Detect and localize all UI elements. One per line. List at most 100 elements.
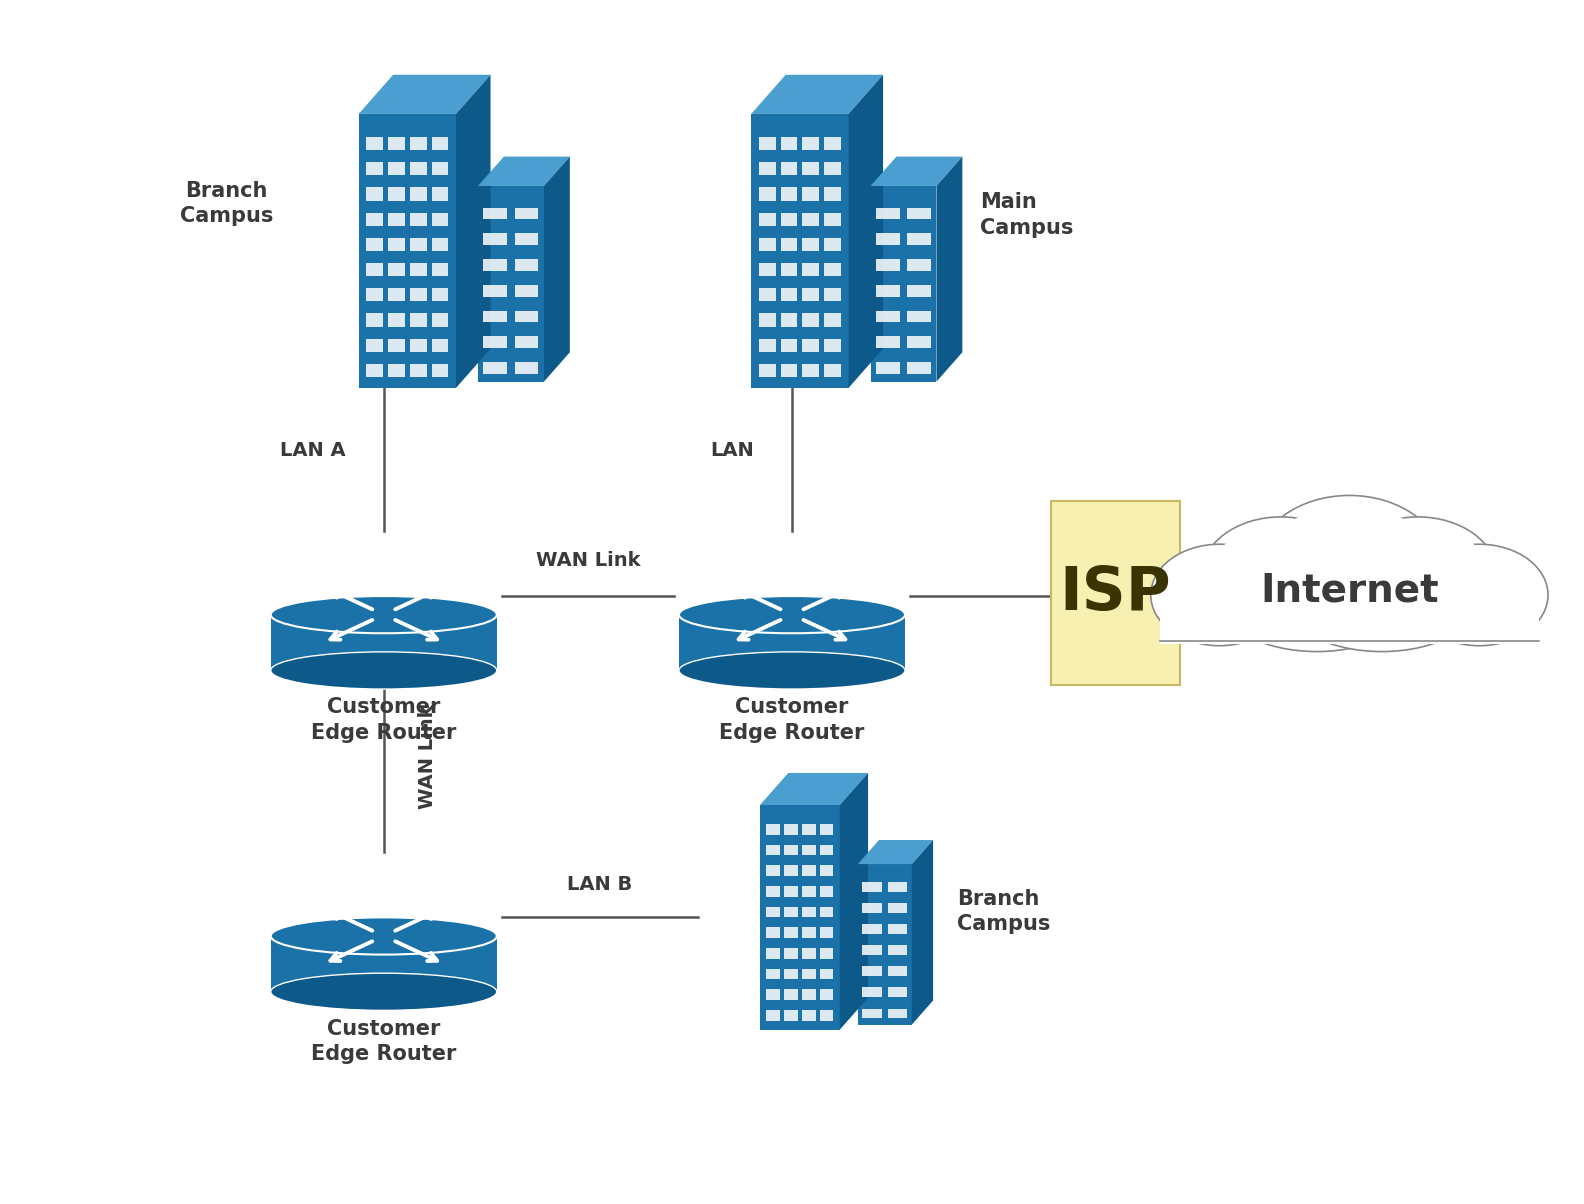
Polygon shape bbox=[388, 313, 406, 326]
Polygon shape bbox=[759, 338, 776, 352]
Polygon shape bbox=[388, 338, 406, 352]
Polygon shape bbox=[824, 213, 841, 225]
Polygon shape bbox=[759, 188, 776, 201]
Ellipse shape bbox=[1293, 545, 1472, 645]
Polygon shape bbox=[478, 185, 543, 382]
Ellipse shape bbox=[680, 651, 904, 689]
Polygon shape bbox=[388, 364, 406, 377]
Polygon shape bbox=[824, 188, 841, 201]
Text: LAN: LAN bbox=[711, 441, 754, 460]
Polygon shape bbox=[410, 237, 426, 250]
Polygon shape bbox=[388, 262, 406, 276]
Polygon shape bbox=[862, 925, 882, 934]
Polygon shape bbox=[456, 75, 491, 388]
Text: Customer
Edge Router: Customer Edge Router bbox=[719, 697, 865, 743]
Polygon shape bbox=[908, 285, 931, 296]
Polygon shape bbox=[802, 927, 816, 938]
Polygon shape bbox=[1159, 600, 1540, 644]
Polygon shape bbox=[784, 968, 798, 979]
Polygon shape bbox=[680, 615, 904, 671]
Polygon shape bbox=[388, 163, 406, 176]
Ellipse shape bbox=[1419, 550, 1540, 639]
Polygon shape bbox=[366, 288, 383, 301]
Ellipse shape bbox=[1159, 550, 1280, 639]
Polygon shape bbox=[431, 364, 448, 377]
Polygon shape bbox=[876, 362, 900, 374]
Text: WAN Link: WAN Link bbox=[535, 551, 640, 569]
Text: ISP: ISP bbox=[1060, 563, 1171, 622]
Polygon shape bbox=[803, 213, 819, 225]
Polygon shape bbox=[781, 313, 797, 326]
Polygon shape bbox=[819, 948, 833, 958]
Polygon shape bbox=[271, 615, 497, 671]
Polygon shape bbox=[803, 364, 819, 377]
Polygon shape bbox=[802, 948, 816, 958]
Polygon shape bbox=[802, 866, 816, 877]
Polygon shape bbox=[410, 262, 426, 276]
Polygon shape bbox=[824, 163, 841, 176]
Polygon shape bbox=[862, 881, 882, 891]
Polygon shape bbox=[819, 968, 833, 979]
Polygon shape bbox=[803, 338, 819, 352]
Polygon shape bbox=[410, 313, 426, 326]
Polygon shape bbox=[781, 213, 797, 225]
Polygon shape bbox=[751, 75, 882, 114]
Polygon shape bbox=[410, 213, 426, 225]
Polygon shape bbox=[515, 285, 539, 296]
Polygon shape bbox=[784, 927, 798, 938]
Polygon shape bbox=[366, 364, 383, 377]
Polygon shape bbox=[871, 157, 963, 185]
Polygon shape bbox=[431, 237, 448, 250]
Polygon shape bbox=[483, 285, 507, 296]
Polygon shape bbox=[803, 163, 819, 176]
Text: Customer
Edge Router: Customer Edge Router bbox=[310, 1019, 456, 1064]
Polygon shape bbox=[824, 137, 841, 150]
Polygon shape bbox=[802, 824, 816, 834]
Polygon shape bbox=[388, 288, 406, 301]
Polygon shape bbox=[410, 163, 426, 176]
Polygon shape bbox=[908, 234, 931, 246]
Polygon shape bbox=[431, 313, 448, 326]
Polygon shape bbox=[784, 886, 798, 897]
Polygon shape bbox=[388, 213, 406, 225]
Polygon shape bbox=[478, 157, 570, 185]
Polygon shape bbox=[887, 945, 908, 955]
Polygon shape bbox=[358, 114, 456, 388]
Polygon shape bbox=[936, 157, 963, 382]
Polygon shape bbox=[759, 163, 776, 176]
Polygon shape bbox=[784, 990, 798, 1001]
Ellipse shape bbox=[1348, 524, 1487, 627]
Polygon shape bbox=[803, 237, 819, 250]
Polygon shape bbox=[759, 237, 776, 250]
Polygon shape bbox=[483, 234, 507, 246]
Polygon shape bbox=[819, 824, 833, 834]
Polygon shape bbox=[784, 907, 798, 917]
Polygon shape bbox=[876, 207, 900, 219]
Polygon shape bbox=[388, 137, 406, 150]
Text: WAN Link: WAN Link bbox=[418, 704, 437, 809]
Polygon shape bbox=[515, 336, 539, 348]
Polygon shape bbox=[781, 364, 797, 377]
Polygon shape bbox=[781, 137, 797, 150]
Polygon shape bbox=[388, 237, 406, 250]
Polygon shape bbox=[908, 259, 931, 271]
Polygon shape bbox=[515, 234, 539, 246]
Polygon shape bbox=[819, 907, 833, 917]
Text: LAN A: LAN A bbox=[280, 441, 345, 460]
Polygon shape bbox=[862, 903, 882, 913]
Polygon shape bbox=[803, 313, 819, 326]
Polygon shape bbox=[784, 844, 798, 855]
Polygon shape bbox=[366, 313, 383, 326]
Ellipse shape bbox=[271, 596, 497, 633]
Polygon shape bbox=[802, 1010, 816, 1021]
Polygon shape bbox=[849, 75, 882, 388]
Polygon shape bbox=[366, 237, 383, 250]
Polygon shape bbox=[515, 259, 539, 271]
Polygon shape bbox=[784, 1010, 798, 1021]
Polygon shape bbox=[431, 137, 448, 150]
Polygon shape bbox=[802, 968, 816, 979]
Ellipse shape bbox=[271, 917, 497, 955]
Polygon shape bbox=[859, 840, 933, 864]
Polygon shape bbox=[760, 773, 868, 805]
Polygon shape bbox=[767, 907, 779, 917]
